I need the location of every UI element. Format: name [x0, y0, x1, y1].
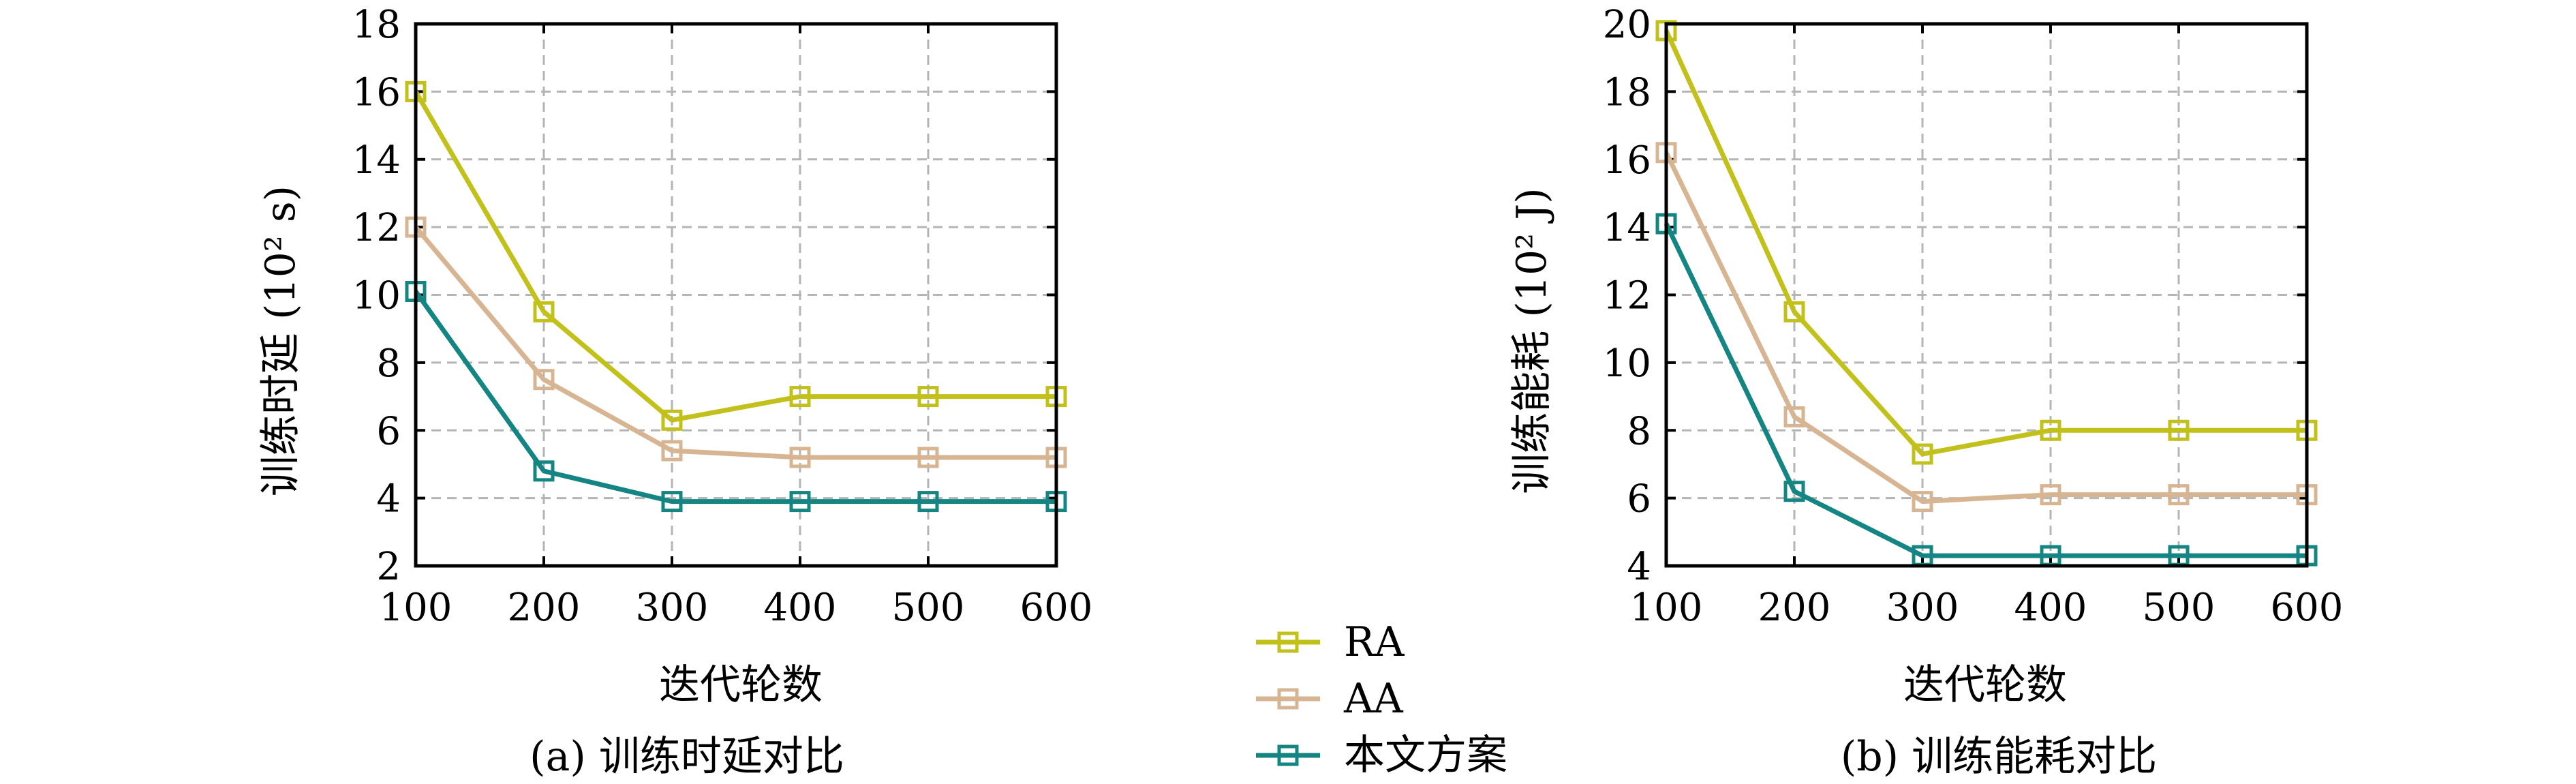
- panel-b-xlabel: 迭代轮数: [1903, 661, 2067, 709]
- legend-label-aa: AA: [1343, 675, 1403, 723]
- panel-a-xtick-label-2: 300: [636, 586, 709, 630]
- panel-a-ytick-label-5: 12: [352, 206, 401, 250]
- panel-a-series-0-point-2: [661, 409, 683, 431]
- panel-a-series-1-point-2: [661, 440, 683, 462]
- panel-b-ytick-label-1: 6: [1627, 477, 1651, 522]
- panel-b-xtick-label-2: 300: [1886, 586, 1959, 630]
- panel-a-training-latency: (a) 训练时延对比 迭代轮数 训练时延 (10² s) 100 200 300 40…: [257, 3, 1092, 781]
- panel-a-xtick-label-3: 400: [764, 586, 837, 630]
- panel-b-xtick-label-5: 600: [2271, 586, 2344, 630]
- panel-a-series-2-point-2: [661, 491, 683, 513]
- panel-b-caption: (b) 训练能耗对比: [1841, 733, 2157, 781]
- panel-b-xtick-label-0: 100: [1630, 586, 1703, 630]
- panel-b-series-1-point-2: [1912, 491, 1933, 513]
- panel-a-ylabel: 训练时延 (10² s): [257, 185, 305, 496]
- panel-a-series-line-2: [414, 290, 1056, 504]
- panel-b-xtick-label-1: 200: [1758, 586, 1831, 630]
- panel-a-series-line-1: [414, 225, 1056, 460]
- panel-a-xtick-label-4: 500: [892, 586, 965, 630]
- panel-a-ytick-label-7: 16: [352, 70, 401, 115]
- panel-a-series-1-point-1: [533, 369, 555, 391]
- panel-b-ytick-label-6: 16: [1603, 138, 1651, 183]
- panel-a-xlabel: 迭代轮数: [659, 661, 823, 709]
- panel-a-ytick-label-2: 6: [376, 409, 401, 453]
- panel-b-ylabel: 训练能耗 (10² J): [1508, 187, 1556, 494]
- panel-b-ytick-label-5: 14: [1603, 206, 1651, 250]
- panel-a-series-1-point-3: [789, 447, 811, 468]
- panel-b-series-0-point-2: [1912, 443, 1933, 465]
- panel-b-training-energy: (b) 训练能耗对比 迭代轮数 训练能耗 (10² J) 100 200 300 40…: [1508, 3, 2343, 781]
- legend: RA AA 本文方案: [1256, 618, 1507, 779]
- panel-a-series-2-point-1: [533, 460, 555, 482]
- legend-label-proposed: 本文方案: [1344, 732, 1507, 779]
- panel-a-series-line-0: [413, 90, 1056, 423]
- panel-b-series-1-point-1: [1783, 406, 1805, 427]
- panel-b-ytick-label-2: 8: [1627, 409, 1651, 453]
- panel-b-series-line-1: [1663, 151, 2307, 504]
- panel-a-series-0-point-4: [917, 386, 939, 408]
- legend-item-aa: AA: [1256, 675, 1403, 723]
- panel-b-ytick-label-3: 10: [1603, 342, 1651, 386]
- panel-a-ytick-label-4: 10: [352, 274, 401, 318]
- panel-a-ytick-label-3: 8: [376, 342, 401, 386]
- panel-a-series-2-point-4: [917, 491, 939, 513]
- legend-marker-1: [1277, 688, 1299, 710]
- panel-a-ytick-label-1: 4: [376, 477, 401, 522]
- panel-b-series-0-point-1: [1783, 301, 1805, 322]
- panel-b-series-1-point-3: [2040, 484, 2061, 506]
- panel-b-xtick-label-3: 400: [2014, 586, 2087, 630]
- panel-b-ytick-label-0: 4: [1627, 545, 1651, 589]
- panel-a-xtick-label-1: 200: [508, 586, 581, 630]
- panel-a-plot-frame: [414, 22, 1058, 568]
- panel-a-ytick-label-0: 2: [376, 545, 401, 589]
- panel-a-xtick-label-5: 600: [1020, 586, 1093, 630]
- panel-b-series-2-point-1: [1783, 481, 1805, 502]
- panel-b-ytick-label-4: 12: [1603, 274, 1651, 318]
- legend-marker-0: [1277, 631, 1299, 653]
- panel-a-ytick-label-8: 18: [352, 3, 401, 47]
- panel-b-series-line-0: [1663, 29, 2307, 457]
- panel-a-series-1-point-4: [917, 447, 939, 468]
- panel-b-ytick-label-8: 20: [1603, 3, 1651, 47]
- panel-a-xtick-label-0: 100: [380, 586, 453, 630]
- legend-item-ra: RA: [1256, 618, 1405, 666]
- panel-b-series-0-point-3: [2040, 419, 2061, 441]
- panel-b-xtick-label-4: 500: [2143, 586, 2215, 630]
- legend-item-proposed: 本文方案: [1256, 732, 1507, 779]
- legend-label-ra: RA: [1344, 618, 1405, 666]
- panel-b-series-1-point-4: [2168, 484, 2190, 506]
- legend-marker-2: [1277, 744, 1299, 766]
- panel-a-ytick-label-6: 14: [352, 138, 401, 183]
- panel-b-ytick-label-7: 18: [1603, 70, 1651, 115]
- panel-a-series-0-point-1: [533, 301, 555, 322]
- panel-b-series-line-2: [1663, 222, 2307, 558]
- panel-a-series-0-point-3: [789, 386, 811, 408]
- panel-a-caption: (a) 训练时延对比: [530, 733, 844, 781]
- panel-b-plot-frame: [1664, 22, 2309, 568]
- panel-b-series-0-point-4: [2168, 419, 2190, 441]
- panel-a-series-2-point-3: [789, 491, 811, 513]
